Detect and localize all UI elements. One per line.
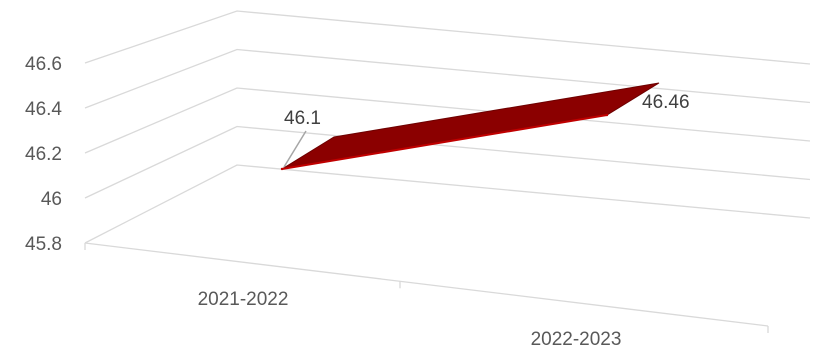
- data-point: [280, 167, 284, 171]
- y-tick-label: 46: [41, 189, 62, 210]
- gridline: [84, 87, 811, 154]
- series-ribbon: [280, 82, 660, 171]
- gridline: [84, 125, 811, 199]
- x-tick-label: 2022-2023: [531, 329, 622, 350]
- y-tick-label: 46.2: [25, 144, 62, 165]
- gridline: [84, 10, 811, 65]
- axes: [84, 242, 769, 333]
- y-tick-label: 46.6: [25, 54, 62, 75]
- y-tick-label: 45.8: [25, 234, 62, 255]
- labels: 45.8 46 46.2 46.4 46.6 2021-2022 2022-2023 46.1…: [25, 54, 690, 350]
- data-label-leader: [283, 130, 307, 168]
- x-tick-label: 2021-2022: [198, 289, 289, 310]
- data-label: 46.46: [642, 92, 690, 113]
- series-ribbon-top: [281, 82, 660, 170]
- category-axis-line: [84, 242, 769, 327]
- gridlines: [84, 10, 811, 244]
- series-line: [281, 114, 608, 170]
- data-point: [605, 113, 609, 117]
- gridline: [84, 48, 811, 109]
- gridline: [84, 164, 811, 244]
- y-tick-label: 46.4: [25, 99, 62, 120]
- data-label: 46.1: [284, 108, 321, 129]
